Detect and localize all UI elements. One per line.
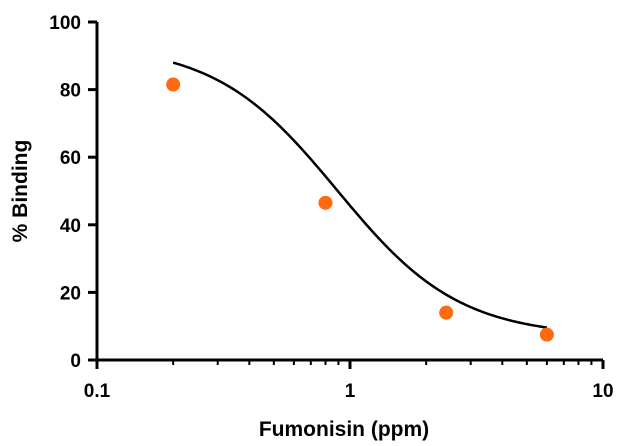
- data-points: [166, 77, 554, 342]
- x-tick-label: 0.1: [84, 381, 111, 402]
- y-tick-label: 40: [60, 216, 81, 237]
- x-tick-label: 1: [345, 381, 356, 402]
- data-point: [318, 195, 333, 210]
- y-tick-label: 100: [49, 13, 81, 34]
- x-axis-label: Fumonisin (ppm): [259, 418, 429, 441]
- x-axis-ticks: 0.1 1 10: [84, 360, 614, 402]
- axes: [95, 22, 603, 362]
- y-tick-label: 60: [60, 148, 81, 169]
- x-tick-label: 10: [592, 381, 613, 402]
- y-tick-label: 20: [60, 283, 81, 304]
- y-axis-ticks: 0 20 40 60 80 100: [49, 13, 97, 372]
- data-point: [439, 305, 454, 320]
- data-point: [539, 327, 554, 342]
- y-axis-label: % Binding: [9, 140, 32, 243]
- y-tick-label: 0: [70, 351, 81, 372]
- y-tick-label: 80: [60, 81, 81, 102]
- fit-curve: [172, 61, 548, 329]
- data-point: [166, 77, 181, 92]
